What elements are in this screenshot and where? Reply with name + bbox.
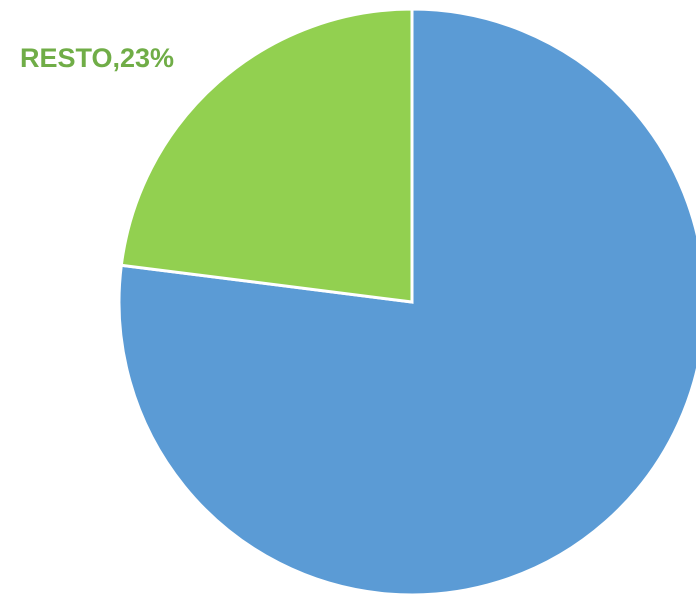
slice-label: RESTO,23% [20, 43, 174, 73]
pie-slice [119, 7, 414, 304]
